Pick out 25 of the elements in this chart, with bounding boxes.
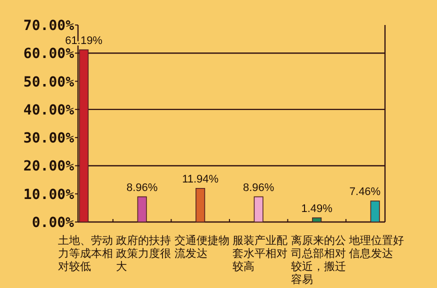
x-tick-label: 地理位置好信息发达 — [349, 234, 406, 260]
y-tick-label: 30.00% — [23, 130, 75, 147]
data-label: 11.94% — [182, 173, 219, 186]
y-tick-label: 60.00% — [23, 46, 75, 62]
y-tick-label: 40.00% — [23, 102, 75, 118]
y-tick-label: 20.00% — [23, 158, 75, 175]
y-tick-label: 50.00% — [23, 74, 75, 90]
data-label: 1.49% — [301, 202, 333, 215]
data-label: 8.96% — [126, 182, 158, 194]
x-tick-label: 土地、劳动力等成本相对较低 — [58, 234, 114, 273]
x-tick-label: 交通便捷物流发达 — [174, 234, 230, 260]
y-tick-label: 10.00% — [23, 186, 75, 203]
bar — [370, 200, 380, 222]
data-label: 7.46% — [349, 186, 381, 198]
bar — [137, 196, 147, 222]
x-tick-label: 服装产业配套水平相对较高 — [232, 234, 289, 273]
x-tick-label: 政府的扶持政策力度很大 — [116, 234, 172, 273]
bar — [196, 188, 206, 222]
bar — [254, 196, 264, 222]
y-tick-label: 0.00% — [32, 215, 75, 231]
x-tick-label: 离原来的公司总部相对较近，搬迁容易 — [290, 234, 347, 286]
bar — [312, 217, 322, 222]
bar — [79, 49, 89, 222]
y-tick-label: 70.00% — [23, 18, 75, 34]
data-label: 8.96% — [242, 182, 274, 194]
